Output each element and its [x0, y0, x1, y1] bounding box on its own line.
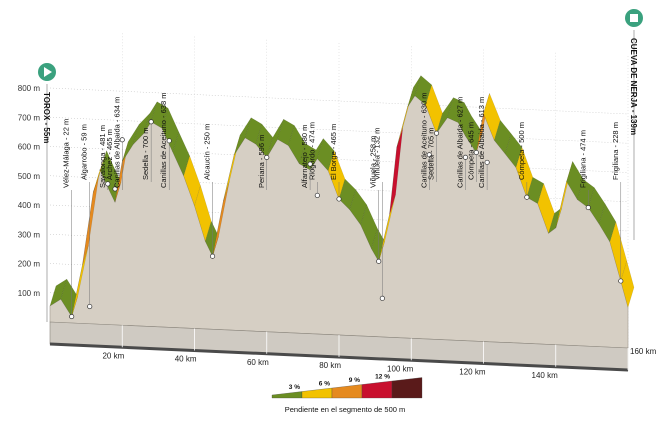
waypoint-dot	[307, 161, 313, 167]
waypoint-label: Frigiliana - 474 m	[578, 130, 587, 188]
waypoint-dot	[336, 196, 342, 202]
waypoint-dot	[484, 159, 490, 165]
legend-swatch	[271, 391, 303, 399]
waypoint-dot	[473, 149, 479, 156]
stop-icon	[630, 14, 638, 22]
x-tick-label: 160 km	[630, 347, 656, 356]
waypoint-label: Periana - 596 m	[257, 135, 266, 188]
waypoint-dot	[264, 154, 270, 160]
slope-segment	[620, 260, 635, 308]
waypoint-label: Viñuela - 132 m	[372, 128, 381, 180]
waypoint-dot	[433, 130, 440, 136]
waypoint-dot	[166, 138, 172, 144]
waypoint-dot	[314, 192, 320, 198]
x-tick-label: 60 km	[247, 358, 269, 367]
waypoint-label: Sayalonga - 481 m	[98, 125, 107, 188]
waypoint-label: Alfarnatejo - 580 m	[300, 125, 309, 188]
waypoint-label: Riogordo - 474 m	[307, 122, 316, 180]
legend-swatch	[391, 377, 423, 399]
x-tick-label: 120 km	[459, 368, 486, 377]
y-tick-label: 800 m	[18, 84, 41, 93]
waypoint-dot	[585, 205, 591, 211]
finish-marker: CUEVA DE NERJA - 139m	[625, 9, 643, 240]
y-tick-label: 600 m	[18, 143, 41, 152]
waypoint-dot	[119, 137, 125, 143]
waypoint-dot	[148, 119, 154, 125]
legend-swatch	[361, 380, 393, 399]
start-label: TOROX - 55m	[42, 92, 51, 143]
x-tick-label: 20 km	[102, 351, 124, 360]
y-tick-label: 400 m	[18, 201, 41, 210]
slope-layer	[49, 75, 635, 317]
waypoint-dot	[87, 303, 93, 310]
waypoint-label: Algarrobo - 59 m	[80, 124, 89, 180]
legend-caption: Pendiente en el segmento de 500 m	[285, 405, 406, 414]
waypoint-label: Sedella - 705 m	[427, 127, 436, 180]
waypoint-dot	[112, 186, 118, 192]
legend-label: 12 %	[375, 374, 390, 381]
y-gridline	[49, 87, 629, 115]
waypoint-dot	[105, 181, 111, 187]
y-tick-label: 300 m	[18, 230, 41, 239]
waypoint-dot	[524, 194, 530, 200]
waypoint-label: Archez - 465 m	[105, 129, 114, 180]
x-tick-label: 80 km	[319, 361, 341, 370]
legend-items: 3 % 6 % 9 % 12 %	[271, 374, 423, 399]
waypoint-label: Canillas de Aceituno - 638 m	[159, 93, 168, 188]
x-tick-label: 100 km	[387, 364, 414, 373]
waypoint-dot	[426, 152, 432, 158]
x-tick-label: 140 km	[532, 371, 559, 380]
waypoint-dot	[379, 295, 385, 301]
waypoint-label: El Borge - 465 m	[329, 124, 338, 180]
legend-label: 9 %	[349, 377, 360, 384]
waypoint-label: Frigiliana - 228 m	[611, 122, 620, 180]
waypoint-layer: Vélez-Málaga - 22 m Algarrobo - 59 m Sayal…	[62, 93, 624, 320]
legend-swatch	[331, 384, 363, 399]
y-tick-label: 700 m	[18, 113, 41, 122]
waypoint-label: Canillas de Albaida - 634 m	[112, 97, 121, 188]
legend-swatch	[301, 387, 333, 399]
waypoint-dot	[376, 258, 382, 264]
start-marker: TOROX - 55m	[38, 63, 56, 322]
waypoint-label: Viñuela - 258 m	[369, 136, 378, 188]
legend-label: 6 %	[319, 381, 330, 388]
waypoint-label: Alcaucín - 250 m	[203, 124, 212, 180]
base-layer	[49, 321, 629, 372]
play-icon	[44, 67, 52, 77]
waypoint-dot	[618, 278, 624, 284]
y-tick-label: 100 m	[18, 289, 41, 298]
legend-label: 3 %	[289, 384, 300, 391]
waypoint-dot	[210, 253, 216, 259]
finish-label: CUEVA DE NERJA - 139m	[629, 38, 638, 135]
waypoint-label: Cómpeta - 500 m	[517, 122, 526, 180]
y-axis-ticks: 100 m 200 m 300 m 400 m 500 m 600 m 700 m 800 m	[18, 84, 41, 298]
x-tick-label: 40 km	[175, 355, 197, 364]
y-tick-label: 200 m	[18, 260, 41, 269]
waypoint-dot	[69, 313, 75, 320]
waypoint-label: Canillas de Albaida - 613 m	[477, 97, 486, 188]
waypoint-label: Vélez-Málaga - 22 m	[62, 119, 71, 188]
waypoint-label: Cómpeta - 645 m	[466, 122, 475, 180]
waypoint-label: Canillas de Aceituno - 630 m	[419, 93, 428, 188]
waypoint-label: Sedella - 700 m	[141, 127, 150, 180]
waypoint-label: Canillas de Albaida - 627 m	[455, 97, 464, 188]
waypoint-dot	[462, 154, 468, 160]
y-tick-label: 500 m	[18, 172, 41, 181]
x-axis-ticks: 20 km 40 km 60 km 80 km 100 km 120 km 140 km 16…	[102, 347, 656, 380]
legend: 3 % 6 % 9 % 12 % Pendiente en el segmento d…	[271, 374, 423, 414]
